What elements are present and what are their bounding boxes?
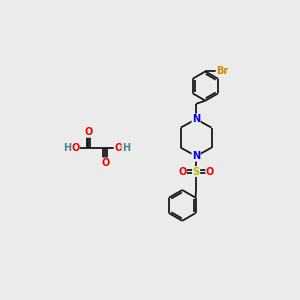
Text: N: N	[192, 151, 200, 161]
Text: O: O	[101, 158, 110, 168]
Text: O: O	[206, 167, 214, 176]
Text: H: H	[63, 143, 72, 153]
Text: H: H	[122, 143, 130, 153]
Text: Br: Br	[216, 66, 228, 76]
Text: S: S	[193, 167, 200, 176]
Text: N: N	[192, 114, 200, 124]
Text: O: O	[114, 143, 122, 153]
Text: O: O	[71, 143, 79, 153]
Text: O: O	[84, 127, 92, 137]
Text: O: O	[178, 167, 186, 176]
